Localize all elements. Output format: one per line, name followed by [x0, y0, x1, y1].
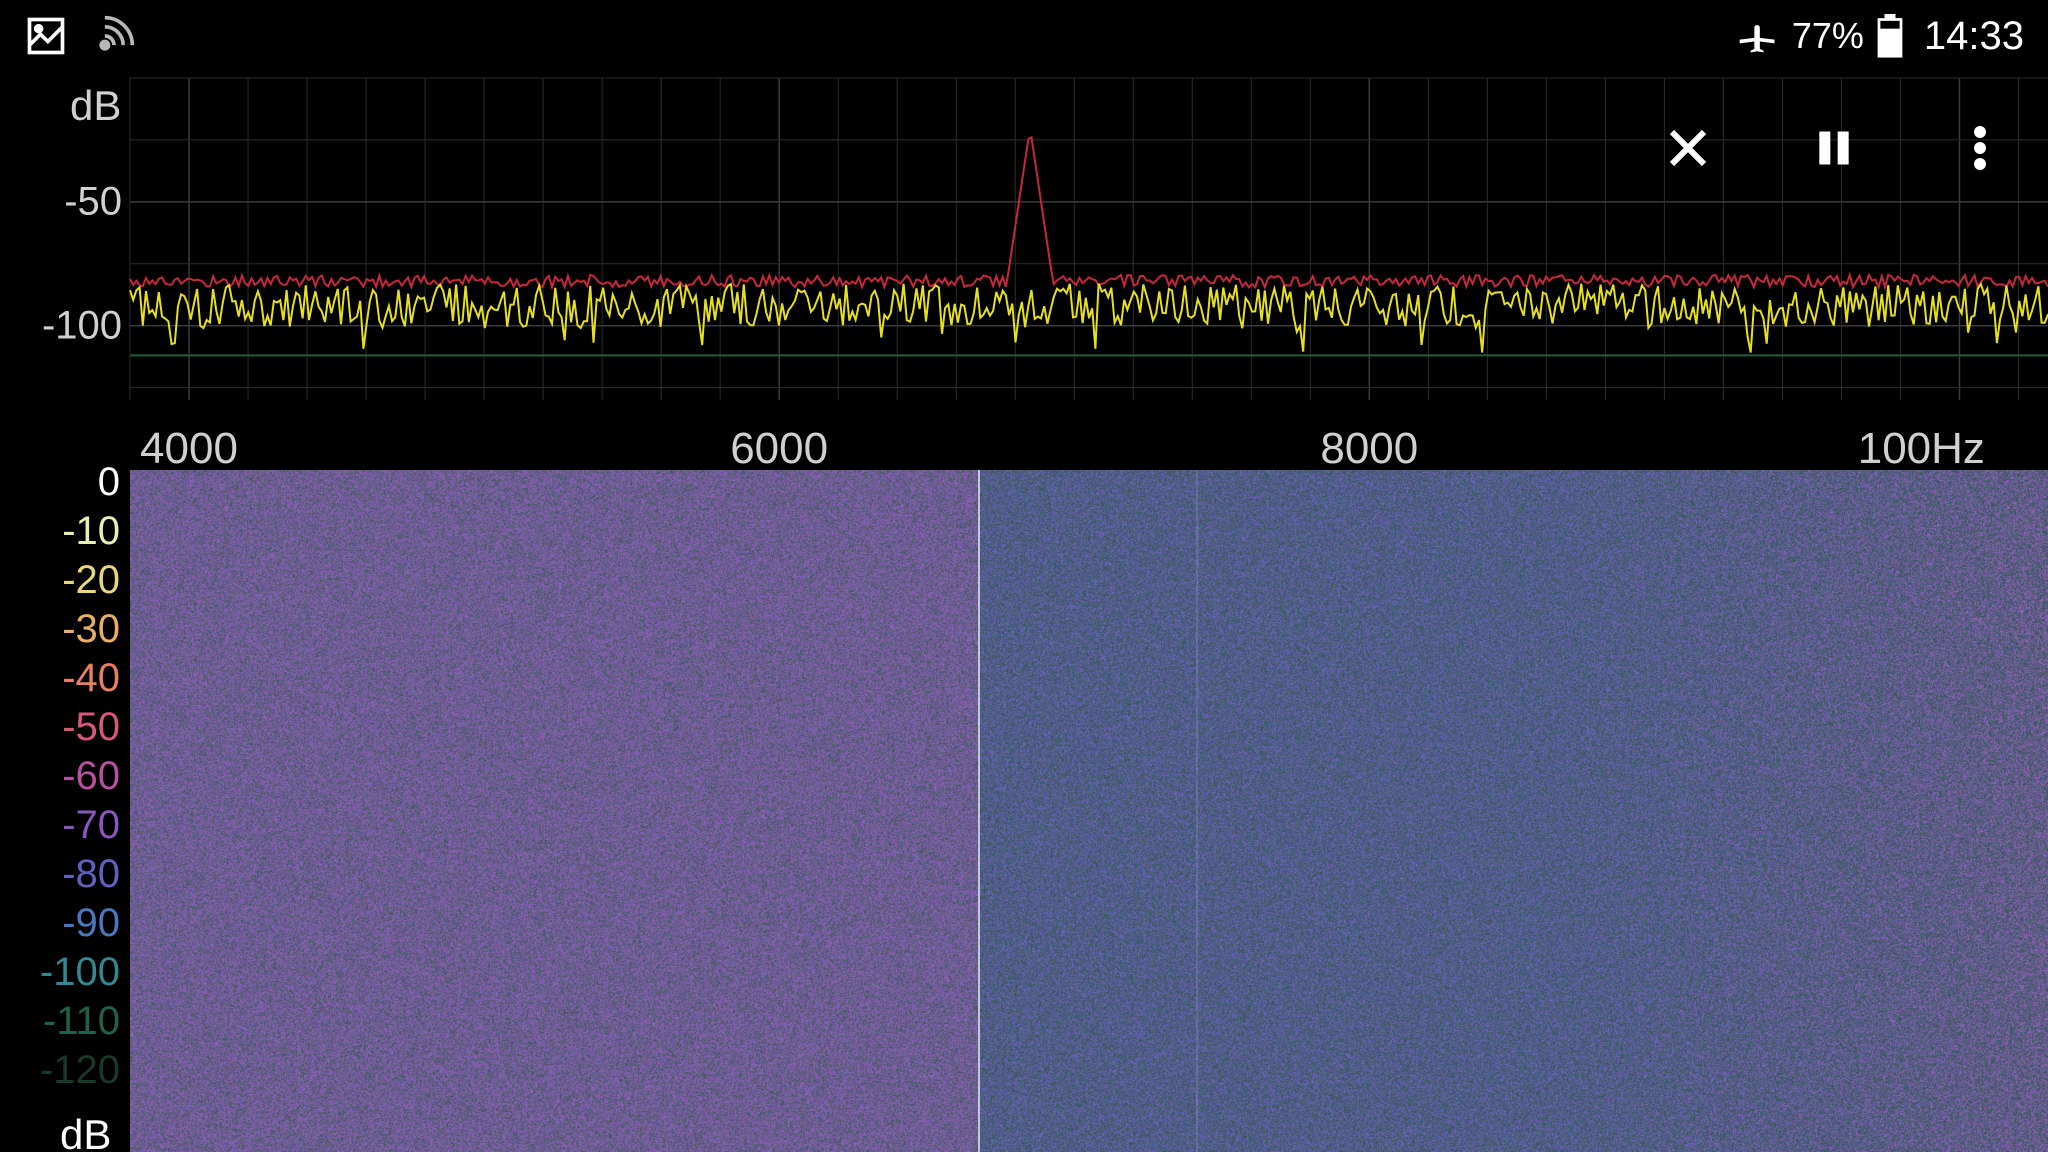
db-scale-tick: -20 [62, 560, 120, 600]
status-right-group: 77% 14:33 [1736, 14, 2048, 59]
db-scale-tick: -110 [43, 1001, 120, 1041]
db-scale-tick: -120 [40, 1050, 120, 1090]
pause-button[interactable] [1806, 120, 1862, 176]
battery-icon [1876, 14, 1904, 58]
db-scale-tick: -30 [62, 609, 120, 649]
db-scale-tick: -50 [62, 707, 120, 747]
overflow-menu-button[interactable] [1952, 120, 2008, 176]
db-scale-tick: -100 [40, 952, 120, 992]
waterfall-display[interactable]: 0-10-20-30-40-50-60-70-80-90-100-110-120… [0, 470, 2048, 1152]
airplane-mode-icon [1736, 14, 1780, 58]
clock-label: 14:33 [1924, 14, 2024, 59]
android-status-bar: 77% 14:33 [0, 0, 2048, 72]
db-scale-tick: -10 [62, 511, 120, 551]
db-unit-label: dB [70, 82, 121, 130]
waterfall-db-scale: 0-10-20-30-40-50-60-70-80-90-100-110-120 [0, 470, 130, 1152]
db-scale-tick: -60 [62, 756, 120, 796]
status-left-group [0, 14, 136, 58]
battery-pct-label: 77% [1792, 15, 1864, 57]
close-button[interactable] [1660, 120, 1716, 176]
screenshot-icon [24, 14, 68, 58]
app-toolbar [1660, 120, 2008, 176]
db-scale-tick: -70 [62, 805, 120, 845]
db-scale-tick: 0 [98, 462, 120, 502]
db-scale-tick: -80 [62, 854, 120, 894]
db-scale-tick: -90 [62, 903, 120, 943]
satellite-icon [92, 14, 136, 58]
db-scale-tick: -40 [62, 658, 120, 698]
waterfall-db-unit-label: dB [60, 1111, 2038, 1152]
waterfall-center-divider [978, 470, 980, 1152]
waterfall-canvas [130, 470, 2048, 1152]
